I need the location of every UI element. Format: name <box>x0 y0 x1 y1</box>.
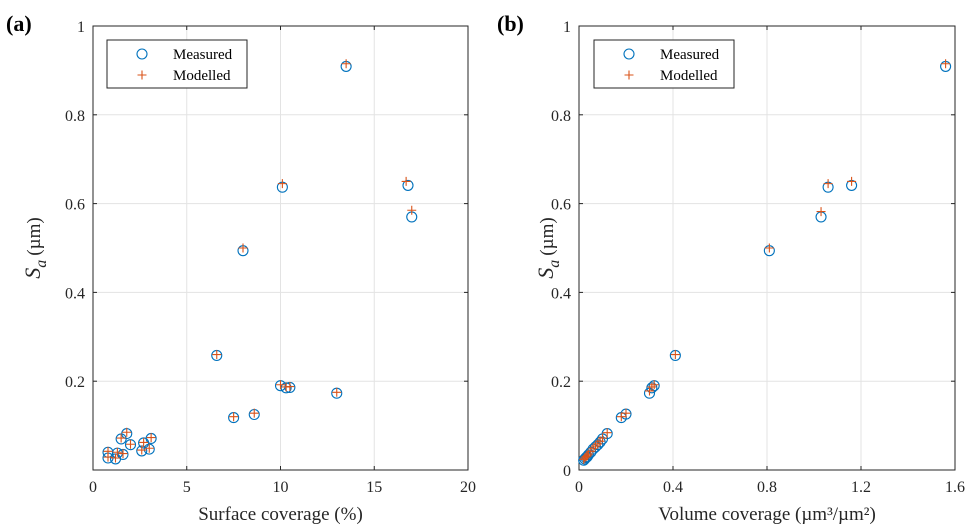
panel-a-legend-label-measured: Measured <box>173 47 233 63</box>
panel-a-x-axis-label: Surface coverage (%) <box>198 504 363 525</box>
panel-a-y-axis-label: Sa (µm) <box>20 217 50 278</box>
panel-b-y-tick-label: 0.4 <box>551 285 571 302</box>
panel-a-modelled-point <box>111 453 120 463</box>
panel-b-modelled-point <box>847 176 857 186</box>
panel-b-modelled-point <box>764 243 774 253</box>
panel-a-modelled-point <box>332 387 342 397</box>
panel-a-y-axis-unit: (µm) <box>24 217 45 255</box>
panel-a-modelled-point <box>407 205 417 215</box>
panel-a-legend-marker-measured <box>136 48 148 60</box>
panel-a-legend-label-modelled: Modelled <box>173 68 231 84</box>
panel-a-y-axis-subscript: a <box>33 260 50 268</box>
panel-b-modelled-point <box>816 207 826 217</box>
panel-b-legend-label-measured: Measured <box>660 47 720 63</box>
panel-b-legend-box <box>593 39 735 89</box>
panel-b-legend-marker-modelled <box>624 70 634 80</box>
panel-b-y-tick-label: 0 <box>563 463 571 480</box>
panel-b-y-tick-label: 0.2 <box>551 374 571 391</box>
panel-b-y-tick-label: 1 <box>563 19 571 36</box>
panel-a-y-tick-label: 0.2 <box>65 374 85 391</box>
panel-a-modelled-point <box>212 350 222 360</box>
panel-a-x-tick-label: 15 <box>366 479 382 496</box>
panel-a-modelled-point <box>112 447 122 457</box>
panel-a-modelled-point <box>137 445 147 455</box>
panel-a-modelled-point <box>401 176 411 186</box>
panel-a-modelled-point <box>341 59 351 69</box>
panel-a-modelled-point <box>249 408 259 418</box>
panel-b-modelled-point <box>588 443 598 453</box>
panel-b-modelled-point <box>649 380 659 390</box>
panel-b-y-tick-label: 0.8 <box>551 108 571 125</box>
panel-b-x-tick-label: 0 <box>575 479 583 496</box>
panel-a-modelled-point <box>139 437 149 447</box>
panel-a-modelled-point <box>122 427 132 437</box>
panel-a-x-tick-label: 20 <box>460 479 476 496</box>
panel-a-x-tick-label: 5 <box>183 479 191 496</box>
panel-b-modelled-point <box>602 428 612 438</box>
panel-b-y-axis-subscript: a <box>546 260 563 268</box>
panel-b-modelled-point <box>941 59 951 69</box>
panel-b-modelled-point <box>647 382 657 392</box>
panel-a-modelled-point <box>103 446 113 456</box>
panel-b-label: (b) <box>497 11 524 36</box>
panel-b-y-tick-label: 0.6 <box>551 197 571 214</box>
panel-b-legend-marker-measured <box>623 48 635 60</box>
panel-a-label: (a) <box>6 11 32 36</box>
panel-b-y-axis-unit: (µm) <box>537 217 558 255</box>
panel-b-modelled-point <box>621 408 631 418</box>
panel-b-modelled-point <box>645 386 654 396</box>
panel-a-modelled-point <box>118 449 128 459</box>
panel-a-modelled-point <box>238 243 248 253</box>
panel-b-x-axis-label: Volume coverage (µm³/µm²) <box>658 504 876 525</box>
panel-a-y-tick-label: 0.4 <box>65 285 85 302</box>
panel-a-legend: Measured Modelled <box>106 39 248 89</box>
panel-b: 0 0.4 0.8 1.2 1.6 0 0.2 0.4 0.6 0.8 1 Volume covera… <box>497 11 965 525</box>
panel-a-y-tick-label: 0.6 <box>65 197 85 214</box>
panel-b-modelled-point <box>823 179 833 189</box>
panel-b-y-axis-label: Sa (µm) <box>533 217 563 278</box>
panel-b-modelled-point <box>598 433 607 443</box>
panel-b-x-tick-label: 1.6 <box>945 479 965 496</box>
panel-a-measured-point <box>124 439 137 451</box>
panel-a-modelled-point <box>116 433 126 443</box>
panel-b-y-axis-symbol: S <box>533 268 558 279</box>
panel-a-y-tick-label: 0.8 <box>65 108 85 125</box>
panel-a-legend-marker-modelled <box>137 70 147 80</box>
panel-b-x-tick-label: 1.2 <box>851 479 871 496</box>
panel-a-modelled-point <box>229 412 239 422</box>
panel-a-modelled-point <box>146 433 156 443</box>
panel-a-y-tick-label: 1 <box>77 19 85 36</box>
panel-b-modelled-point <box>616 412 626 422</box>
panel-a-modelled-point <box>285 382 295 392</box>
panel-b-legend-label-modelled: Modelled <box>660 68 718 84</box>
panel-a-modelled-point <box>126 439 135 449</box>
panel-a-x-tick-label: 0 <box>89 479 97 496</box>
panel-a-y-axis-symbol: S <box>20 268 45 279</box>
panel-b-modelled-point <box>590 441 600 451</box>
panel-b-series-modelled <box>579 59 951 464</box>
panel-a-legend-box <box>106 39 248 89</box>
panel-a-modelled-point <box>277 179 287 189</box>
panel-b-x-tick-label: 0.4 <box>663 479 683 496</box>
panel-a-measured-point <box>402 179 414 191</box>
panel-a-x-tick-label: 10 <box>273 479 289 496</box>
panel-b-x-tick-label: 0.8 <box>757 479 777 496</box>
panel-a: 0 5 10 15 20 0.2 0.4 0.6 0.8 1 Surface coverage (%… <box>6 11 476 525</box>
panel-a-series-modelled <box>103 59 417 463</box>
panel-a-modelled-point <box>144 443 154 453</box>
panel-a-modelled-point <box>276 380 285 390</box>
panel-b-modelled-point <box>670 350 680 360</box>
panel-b-legend: Measured Modelled <box>593 39 735 89</box>
